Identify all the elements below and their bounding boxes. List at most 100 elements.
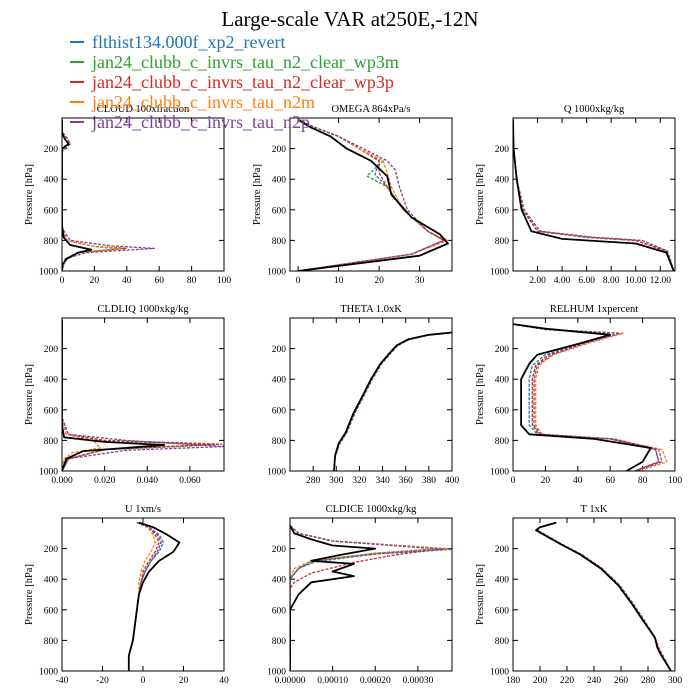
x-tick-label: 220 [560, 676, 575, 686]
y-tick-label: 400 [495, 176, 510, 186]
series-group [333, 331, 452, 471]
y-tick-label: 200 [495, 145, 510, 155]
series-line-obs [62, 319, 166, 471]
y-tick-label: 400 [272, 176, 287, 186]
y-tick-label: 600 [495, 606, 510, 616]
series-line-model [513, 323, 660, 471]
y-axis-label: Pressure [hPa] [252, 164, 263, 225]
x-tick-label: -40 [56, 676, 69, 686]
x-tick-label: 0.00030 [402, 676, 433, 686]
series-line-obs [535, 521, 672, 671]
x-tick-label: 100 [668, 476, 683, 486]
x-tick-label: 400 [445, 476, 460, 486]
panel-title: U 1xm/s [125, 504, 161, 515]
panel-title: CLOUD 100xfraction [97, 104, 190, 115]
y-tick-label: 600 [272, 406, 287, 416]
series-line-model [333, 332, 452, 471]
legend-label: jan24_clubb_c_invrs_tau_n2p [91, 112, 310, 132]
y-tick-label: 1000 [267, 468, 286, 478]
series-group [290, 525, 452, 671]
x-tick-label: 180 [506, 676, 521, 686]
legend-entry: flthist134.000f_xp2_revert [70, 32, 285, 52]
series-line-model [297, 118, 445, 271]
plot-frame [61, 117, 225, 272]
x-tick-label: 40 [573, 476, 583, 486]
series-line-obs [127, 521, 181, 671]
series-line-model [62, 319, 102, 471]
series-line-model [536, 521, 672, 671]
figure-title: Large-scale VAR at250E,-12N [221, 7, 478, 31]
x-tick-label: 40 [219, 676, 229, 686]
x-tick-label: 260 [614, 676, 629, 686]
series-line-model [62, 119, 128, 271]
y-tick-label: 200 [44, 145, 59, 155]
legend-label: jan24_clubb_c_invrs_tau_n2_clear_wp3m [91, 52, 399, 72]
y-axis-label: Pressure [hPa] [475, 364, 486, 425]
x-tick-label: 60 [605, 476, 615, 486]
plot-frame [61, 517, 225, 672]
x-tick-label: 280 [641, 676, 656, 686]
x-tick-label: 30 [415, 276, 425, 286]
y-tick-label: 200 [44, 545, 59, 555]
panel-5: THETA 1.0xK 200 400 600 800 1000 280 300 320 340 3… [267, 304, 459, 486]
y-tick-label: 600 [272, 606, 287, 616]
x-tick-label: 0.060 [179, 476, 201, 486]
x-tick-label: 60 [154, 276, 164, 286]
x-tick-label: 0 [296, 276, 301, 286]
legend-entry: jan24_clubb_c_invrs_tau_n2_clear_wp3p [70, 72, 394, 92]
y-tick-label: 200 [495, 545, 510, 555]
x-tick-label: 100 [217, 276, 232, 286]
y-tick-label: 600 [495, 206, 510, 216]
y-axis-label: Pressure [hPa] [24, 164, 35, 225]
y-axis-label: Pressure [hPa] [24, 364, 35, 425]
series-line-model [333, 332, 452, 471]
series-group [297, 118, 449, 271]
series-line-obs [290, 525, 377, 671]
y-tick-label: 800 [495, 437, 510, 447]
x-tick-label: 6.00 [578, 276, 595, 286]
panel-title: CLDLIQ 1000xkg/kg [97, 304, 189, 315]
y-tick-label: 200 [272, 545, 287, 555]
series-line-model [62, 319, 224, 471]
y-tick-label: 1000 [39, 268, 58, 278]
panel-3: Q 1000xkg/kg Pressure [hPa] 200 400 600 800 10… [475, 104, 676, 286]
series-group [513, 119, 675, 271]
legend-label: jan24_clubb_c_invrs_tau_n2m [91, 92, 315, 112]
x-tick-label: 240 [587, 676, 602, 686]
x-tick-label: 40 [122, 276, 132, 286]
series-line-model [513, 323, 663, 471]
series-group [513, 323, 668, 471]
series-group [127, 521, 181, 671]
y-tick-label: 800 [495, 237, 510, 247]
x-tick-label: 10 [334, 276, 344, 286]
series-line-model [333, 332, 452, 471]
x-tick-label: 10.00 [625, 276, 647, 286]
series-line-obs [513, 323, 652, 471]
y-tick-label: 400 [495, 376, 510, 386]
y-tick-label: 600 [44, 406, 59, 416]
y-tick-label: 200 [272, 145, 287, 155]
x-tick-label: 20 [541, 476, 551, 486]
panel-title: THETA 1.0xK [340, 304, 402, 315]
legend-entry: jan24_clubb_c_invrs_tau_n2_clear_wp3m [70, 52, 399, 72]
series-line-model [128, 522, 156, 671]
y-tick-label: 600 [44, 206, 59, 216]
y-tick-label: 1000 [39, 468, 58, 478]
x-tick-label: 0.020 [94, 476, 116, 486]
y-tick-label: 400 [272, 376, 287, 386]
x-tick-label: 20 [90, 276, 100, 286]
series-line-model [513, 119, 675, 271]
series-line-obs [333, 331, 452, 471]
x-tick-label: 300 [329, 476, 344, 486]
panel-1: CLOUD 100xfraction Pressure [hPa] 200 400 60… [24, 104, 231, 286]
x-tick-label: 200 [533, 676, 548, 686]
y-tick-label: 800 [272, 637, 287, 647]
x-tick-label: 0 [511, 476, 516, 486]
x-tick-label: 80 [187, 276, 197, 286]
y-tick-label: 400 [44, 176, 59, 186]
x-tick-label: 12.00 [650, 276, 672, 286]
